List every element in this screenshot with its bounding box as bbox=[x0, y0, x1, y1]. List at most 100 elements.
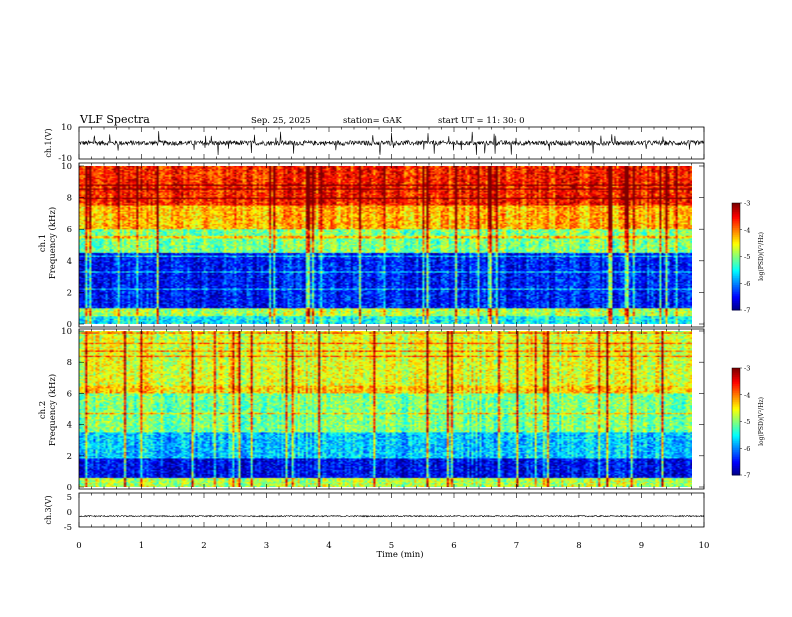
colorbar-segment bbox=[732, 368, 740, 371]
x-tick-label: 2 bbox=[201, 541, 206, 551]
colorbar-segment bbox=[732, 458, 740, 462]
colorbar-tick-label: -3 bbox=[744, 200, 750, 208]
colorbar-segment bbox=[732, 268, 740, 272]
colorbar-segment bbox=[732, 378, 740, 381]
colorbar-segment bbox=[732, 433, 740, 437]
ch3-waveform-frame bbox=[78, 492, 705, 528]
colorbar-segment bbox=[732, 387, 740, 390]
colorbar-segment bbox=[732, 293, 740, 297]
colorbar-segment bbox=[732, 295, 740, 299]
colorbar-tick-label: -6 bbox=[744, 445, 750, 453]
colorbar-segment bbox=[732, 276, 740, 279]
ch2-freq-label-channel: ch.2 bbox=[38, 401, 48, 419]
colorbar-segment bbox=[732, 226, 740, 229]
time-axis-label: Time (min) bbox=[376, 549, 423, 560]
ch1-waveform-trace bbox=[78, 131, 705, 156]
colorbar-segment bbox=[732, 437, 740, 440]
colorbar-segment bbox=[732, 455, 740, 458]
colorbar-segment bbox=[732, 215, 740, 218]
colorbar-segment bbox=[732, 442, 740, 446]
colorbar-segment bbox=[732, 258, 740, 261]
y-tick-label: 6 bbox=[67, 389, 72, 399]
colorbar-segment bbox=[732, 441, 740, 444]
colorbar-segment bbox=[732, 270, 740, 274]
colorbar-segment bbox=[732, 396, 740, 399]
ch3-ytick-top: 5 bbox=[67, 493, 72, 503]
colorbar-tick-label: -6 bbox=[744, 280, 750, 288]
colorbar-segment bbox=[732, 254, 740, 257]
colorbar-segment bbox=[732, 263, 740, 266]
colorbar-segment bbox=[732, 419, 740, 422]
colorbar-segment bbox=[732, 462, 740, 465]
colorbar-segment bbox=[732, 299, 740, 302]
colorbar-segment bbox=[732, 227, 740, 231]
ch2-freq-label-axis: Frequency (kHz) bbox=[47, 374, 58, 446]
colorbar-segment bbox=[732, 391, 740, 394]
colorbar-segment bbox=[732, 414, 740, 417]
ch1-ylabel: ch.1(V) bbox=[44, 128, 53, 157]
colorbar-segment bbox=[732, 208, 740, 211]
colorbar-segment bbox=[732, 384, 740, 387]
colorbar-segment bbox=[732, 407, 740, 410]
ch1-colorbar: -3 -4 -5 -6 -7 log(PSD)(V²/Hz) bbox=[731, 200, 765, 315]
figure-title: VLF Spectra bbox=[79, 113, 150, 126]
ch1-spectrogram-image bbox=[79, 166, 692, 324]
colorbar-segment bbox=[732, 285, 740, 288]
colorbar-segment bbox=[732, 242, 740, 245]
colorbar-segment bbox=[732, 466, 740, 469]
colorbar-segment bbox=[732, 398, 740, 401]
ch3-waveform-panel: 5 0 -5 ch.3(V) bbox=[44, 492, 705, 533]
x-tick-label: 3 bbox=[264, 541, 269, 551]
colorbar-segment bbox=[732, 283, 740, 286]
colorbar-segment bbox=[732, 304, 740, 307]
colorbar-segment bbox=[732, 467, 740, 471]
time-axis-ticks bbox=[78, 127, 705, 527]
y-tick-label: 2 bbox=[67, 288, 72, 298]
colorbar-segment bbox=[732, 217, 740, 220]
ch3-ytick-bottom: -5 bbox=[64, 523, 72, 533]
figure-date: Sep. 25, 2025 bbox=[251, 116, 311, 126]
y-tick-label: 8 bbox=[67, 194, 72, 204]
ch1-ytick-bottom: -10 bbox=[58, 154, 72, 164]
y-tick-label: 0 bbox=[67, 483, 72, 493]
colorbar-segment bbox=[732, 473, 740, 476]
ch3-ylabel: ch.3(V) bbox=[44, 495, 53, 524]
x-tick-label: 9 bbox=[639, 541, 644, 551]
colorbar-segment bbox=[732, 203, 740, 206]
colorbar-segment bbox=[732, 249, 740, 252]
ch3-ytick-mid: 0 bbox=[67, 508, 72, 518]
colorbar-segment bbox=[732, 279, 740, 282]
colorbar-segment bbox=[732, 229, 740, 233]
ch3-waveform-trace bbox=[79, 514, 705, 518]
colorbar-segment bbox=[732, 206, 740, 209]
ch1-ytick-top: 10 bbox=[61, 123, 72, 133]
colorbar-label: log(PSD)(V²/Hz) bbox=[758, 397, 765, 446]
colorbar-segment bbox=[732, 220, 740, 224]
ch2-spectrogram-image bbox=[79, 331, 692, 487]
colorbar-tick-label: -7 bbox=[744, 472, 750, 480]
colorbar-segment bbox=[732, 210, 740, 213]
colorbar-segment bbox=[732, 251, 740, 254]
colorbar-segment bbox=[732, 426, 740, 430]
waveform-line bbox=[78, 131, 705, 156]
ch2-spectrogram-panel: 0 2 4 6 8 10 ch.2 Frequency (kHz) -3 -4 -5 -6 -7 l… bbox=[38, 327, 765, 493]
ch1-frequency-ticks: 0 2 4 6 8 10 bbox=[61, 162, 704, 330]
x-tick-label: 1 bbox=[139, 541, 144, 551]
colorbar-segment bbox=[732, 306, 740, 309]
colorbar-segment bbox=[732, 464, 740, 467]
colorbar-segment bbox=[732, 423, 740, 426]
y-tick-label: 0 bbox=[67, 320, 72, 330]
colorbar-tick-label: -3 bbox=[744, 365, 750, 373]
colorbar-segment bbox=[732, 238, 740, 241]
colorbar-segment bbox=[732, 301, 740, 304]
colorbar-segment bbox=[732, 213, 740, 216]
colorbar-tick-label: -7 bbox=[744, 307, 750, 315]
colorbar-segment bbox=[732, 211, 740, 215]
colorbar-segment bbox=[732, 428, 740, 431]
colorbar-segment bbox=[732, 369, 740, 373]
colorbar-segment bbox=[732, 392, 740, 396]
colorbar-segment bbox=[732, 389, 740, 392]
colorbar-segment bbox=[732, 235, 740, 238]
colorbar-segment bbox=[732, 409, 740, 412]
colorbar-segment bbox=[732, 288, 740, 291]
